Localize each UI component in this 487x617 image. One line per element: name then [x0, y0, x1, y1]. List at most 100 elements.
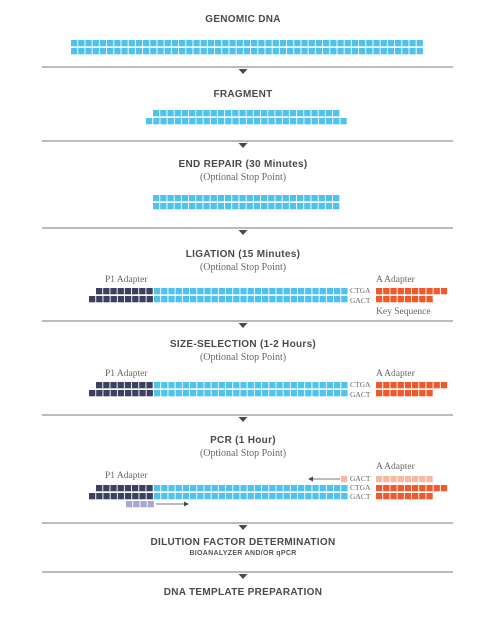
end-repair-cell: [325, 203, 333, 210]
size-selection-seq-ctga: CTGA: [350, 380, 371, 389]
ligation-insert-cell: [168, 288, 175, 295]
genomic-dna-cell: [157, 40, 164, 47]
genomic-dna-cell: [330, 40, 337, 47]
ligation-insert-cell: [204, 296, 211, 303]
fragment-cell: [239, 118, 246, 125]
fragment-cell: [203, 110, 210, 117]
genomic-dna-cell: [308, 40, 315, 47]
pcr-insert-cell: [190, 485, 197, 492]
size-selection-a-adapter-cell: [397, 390, 404, 397]
ligation-a-adapter-cell: [397, 296, 404, 303]
genomic-dna-cell: [215, 48, 222, 55]
pcr-p1-adapter-cell: [132, 493, 139, 500]
fragment-cell: [282, 118, 290, 125]
pcr-insert-cell: [204, 493, 211, 500]
size-selection-p1-adapter-cell: [139, 390, 146, 397]
pcr-p1-adapter-cell: [103, 485, 110, 492]
ligation-insert-cell: [262, 296, 269, 303]
fragment-cell: [217, 110, 225, 117]
ligation-p1-adapter-cell: [117, 296, 125, 303]
genomic-dna-cell: [200, 40, 207, 47]
ligation-insert-cell: [226, 296, 233, 303]
end-repair-cell: [304, 195, 311, 202]
genomic-dna-cell: [92, 40, 99, 47]
pcr-insert-cell: [262, 485, 269, 492]
ligation-insert-cell: [182, 296, 190, 303]
end-repair-cell: [282, 203, 289, 210]
fragment-cell: [196, 110, 203, 117]
ligation-insert-cell: [197, 288, 204, 295]
pcr-p1-primer-cell: [147, 501, 154, 508]
size-selection-p1-adapter-cell: [124, 382, 132, 389]
genomic-dna-cell: [85, 48, 92, 55]
pcr-p1-adapter-cell: [89, 493, 96, 500]
end-repair-cell: [325, 195, 333, 202]
divider-1-arrow: [238, 69, 248, 74]
genomic-dna-cell: [186, 40, 193, 47]
size-selection-insert-cell: [197, 390, 204, 397]
genomic-dna-cell: [337, 40, 344, 47]
end-repair-cell: [297, 195, 304, 202]
genomic-dna-cell: [128, 40, 135, 47]
fragment-cell: [253, 110, 261, 117]
genomic-dna-cell: [179, 40, 186, 47]
pcr-insert-cell: [319, 493, 326, 500]
end-repair-cell: [261, 195, 268, 202]
genomic-dna-cell: [71, 40, 78, 47]
pcr-insert-cell: [290, 485, 298, 492]
pcr-insert-cell: [312, 485, 319, 492]
step-pcr-subtitle: (Optional Stop Point): [200, 448, 286, 459]
ligation-insert-cell: [290, 288, 298, 295]
ligation-insert-cell: [269, 296, 276, 303]
size-selection-a-adapter-cell: [390, 382, 397, 389]
pcr-a-primer-cell: [376, 476, 383, 483]
size-selection-insert-cell: [305, 390, 312, 397]
divider-4-arrow: [238, 323, 248, 328]
pcr-a-adapter-cell: [390, 485, 397, 492]
pcr-insert-cell: [269, 493, 276, 500]
size-selection-insert-cell: [204, 390, 211, 397]
genomic-dna-cell: [121, 48, 128, 55]
size-selection-a-adapter-cell: [419, 390, 426, 397]
ligation-p1-adapter-cell: [146, 296, 153, 303]
pcr-p1-adapter-cell: [124, 485, 132, 492]
step-genomic-dna-title: GENOMIC DNA: [205, 14, 281, 25]
pcr-a-adapter-cell: [404, 493, 412, 500]
ligation-a-adapter-cell: [383, 296, 390, 303]
size-selection-insert-cell: [326, 382, 334, 389]
step-end-repair-title: END REPAIR (30 Minutes): [179, 159, 308, 170]
genomic-dna-cell: [107, 48, 114, 55]
fragment-cell: [174, 118, 182, 125]
pcr-p1-adapter-cell: [96, 493, 103, 500]
size-selection-p1-adapter-cell: [132, 382, 139, 389]
genomic-dna-cell: [272, 40, 279, 47]
pcr-insert-cell: [247, 493, 254, 500]
step-pcr-title: PCR (1 Hour): [210, 435, 276, 446]
genomic-dna-cell: [157, 48, 164, 55]
genomic-dna-cell: [251, 48, 258, 55]
size-selection-insert-cell: [154, 382, 161, 389]
size-selection-a-adapter-cell: [383, 390, 390, 397]
genomic-dna-cell: [315, 40, 323, 47]
pcr-p1-adapter-cell: [110, 485, 117, 492]
genomic-dna-cell: [402, 40, 409, 47]
pcr-a-primer-cell: [426, 476, 433, 483]
size-selection-insert-cell: [298, 382, 305, 389]
genomic-dna-cell: [229, 48, 236, 55]
genomic-dna-cell: [99, 48, 107, 55]
ligation-a-adapter-cell: [397, 288, 404, 295]
end-repair-cell: [181, 203, 189, 210]
genomic-dna-cell: [373, 48, 380, 55]
pcr-insert-cell: [298, 485, 305, 492]
pcr-p1-adapter-cell: [117, 493, 125, 500]
size-selection-a-adapter-cell: [440, 382, 448, 389]
ligation-p1-adapter-cell: [96, 296, 103, 303]
fragment-cell: [239, 110, 246, 117]
pcr-insert-cell: [175, 493, 182, 500]
genomic-dna-cell: [366, 48, 373, 55]
size-selection-p1-adapter-cell: [96, 390, 103, 397]
ligation-insert-cell: [161, 288, 168, 295]
genomic-dna-cell: [387, 48, 395, 55]
genomic-dna-cell: [114, 40, 121, 47]
